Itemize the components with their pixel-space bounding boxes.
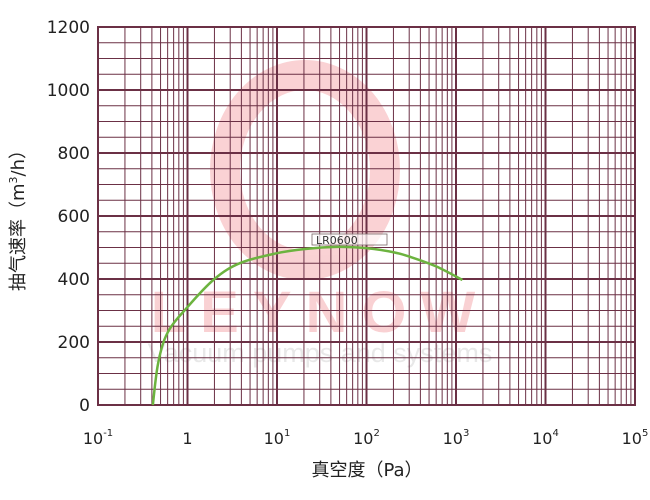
- y-tick-label: 400: [58, 270, 90, 290]
- annotation-text: LR0600: [316, 234, 358, 247]
- series-line-lr0600: [151, 245, 464, 406]
- y-tick-label: 200: [58, 333, 90, 353]
- x-tick-label: 101: [264, 428, 291, 448]
- series-group: [151, 245, 464, 406]
- x-tick-label: 10-1: [83, 428, 113, 448]
- y-tick-label: 1000: [47, 81, 90, 101]
- x-tick-label: 1: [182, 429, 192, 448]
- y-tick-label: 800: [58, 144, 90, 164]
- plot-border: [97, 26, 636, 406]
- x-axis-ticks: 10-1 1 101 102 103 104 105: [83, 428, 649, 448]
- x-tick-label: 102: [353, 428, 380, 448]
- series-label-lr0600: LR0600: [311, 233, 388, 247]
- y-tick-label: 0: [79, 396, 90, 416]
- grid: [97, 26, 636, 406]
- y-axis-ticks: 0 200 400 600 800 1000 1200: [47, 18, 90, 416]
- svg-text:LEYNOW: LEYNOW: [151, 280, 490, 345]
- y-axis-label: 抽气速率（m3/h）: [7, 141, 29, 291]
- y-tick-label: 600: [58, 207, 90, 227]
- x-tick-label: 103: [443, 428, 470, 448]
- x-tick-label: 105: [622, 428, 649, 448]
- y-tick-label: 1200: [47, 18, 90, 38]
- x-tick-label: 104: [532, 428, 559, 448]
- x-axis-label: 真空度（Pa）: [311, 460, 422, 481]
